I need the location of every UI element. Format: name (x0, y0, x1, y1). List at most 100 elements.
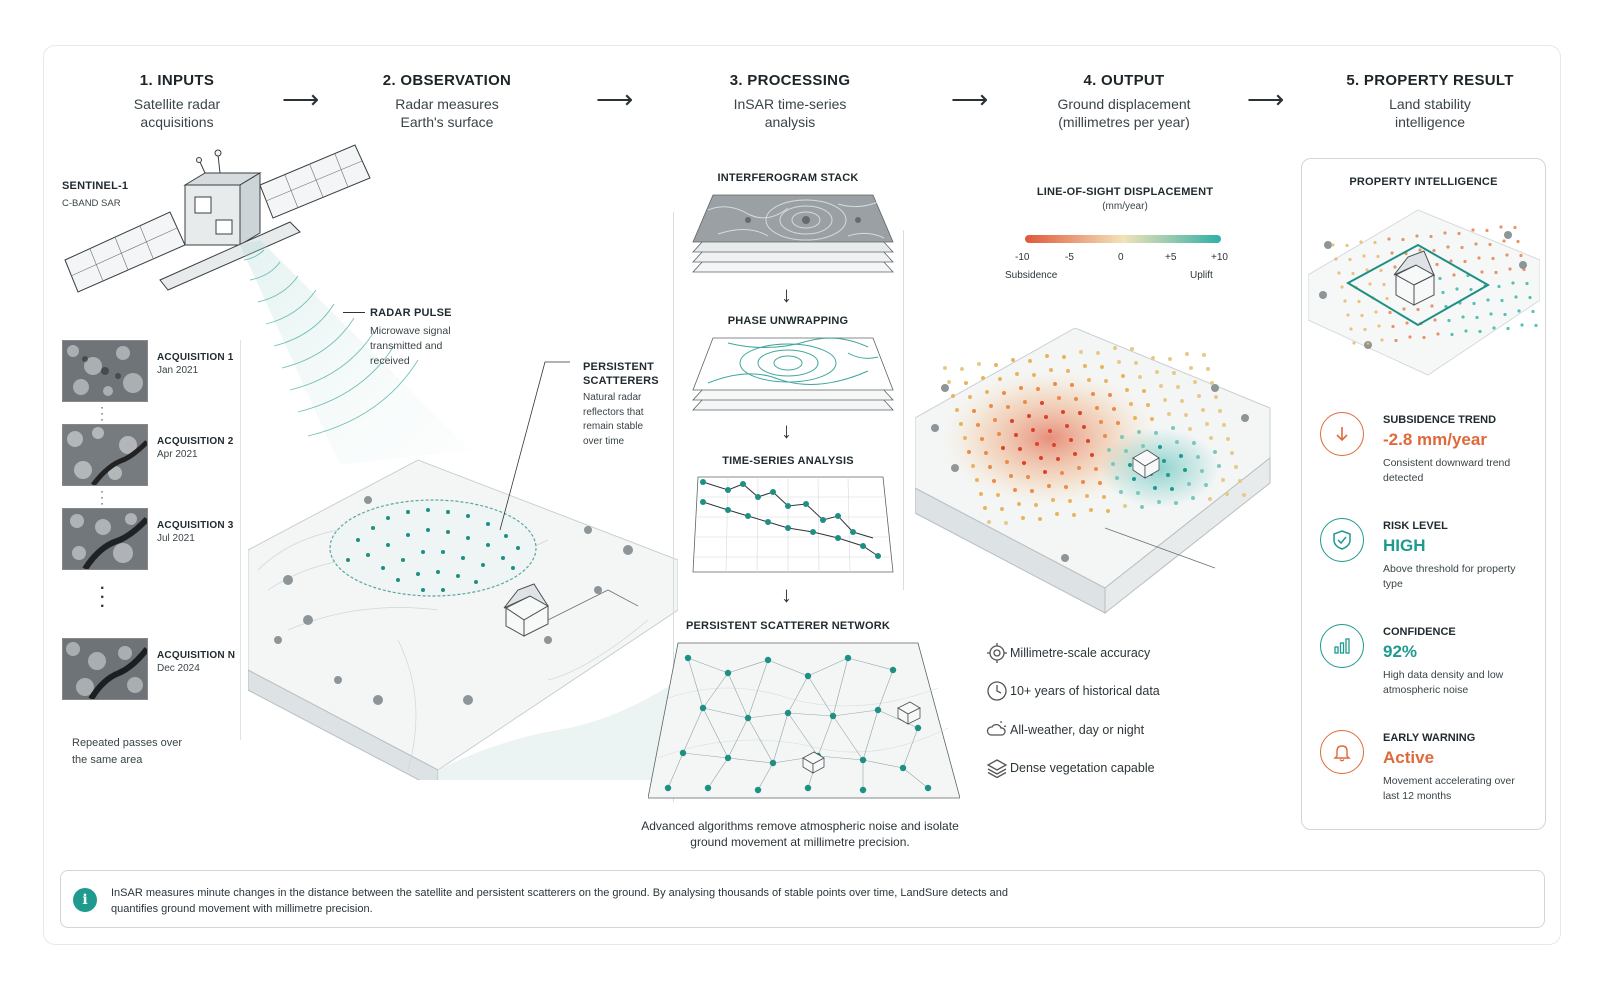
dots-connector: · · · (100, 580, 106, 615)
weather-icon (986, 721, 1007, 736)
displacement-point (1072, 513, 1076, 517)
displacement-point (1028, 359, 1032, 363)
displacement-point (1107, 448, 1111, 452)
radar-pulse-desc: Microwave signal transmitted and receive… (370, 325, 451, 367)
displacement-point (985, 390, 989, 394)
scale-tick: 0 (1118, 252, 1124, 263)
feature-item: Millimetre-scale accuracy (987, 643, 1150, 663)
metric-desc: High data density and low atmospheric no… (1383, 669, 1504, 696)
property-point (1486, 298, 1490, 302)
stage-title: INTERFEROGRAM STACK (717, 172, 859, 184)
displacement-point (1064, 485, 1068, 489)
displacement-point (1115, 476, 1119, 480)
displacement-point (975, 478, 979, 482)
displacement-point (1108, 393, 1112, 397)
step-title: 3. PROCESSING (729, 72, 851, 89)
step-subtitle: Satellite radar acquisitions (133, 96, 221, 130)
dots-connector: · · · (100, 400, 104, 426)
property-point (1502, 239, 1506, 243)
displacement-point (989, 404, 993, 408)
displacement-point (1068, 499, 1072, 503)
step-output: 4. OUTPUT Ground displacement (millimetr… (1004, 72, 1244, 131)
interferogram-stack (692, 194, 894, 273)
displacement-point (1099, 420, 1103, 424)
displacement-point (1217, 464, 1221, 468)
displacement-point (1200, 469, 1204, 473)
property-point (1402, 307, 1406, 311)
displacement-point (1036, 387, 1040, 391)
property-point (1505, 253, 1509, 257)
property-point (1472, 301, 1476, 306)
info-banner: i InSAR measures minute changes in the d… (60, 870, 1545, 928)
displacement-point (1150, 417, 1154, 421)
displacement-point (1206, 367, 1210, 371)
radar-beam (240, 240, 470, 465)
displacement-point (1151, 356, 1155, 360)
displacement-point (951, 394, 955, 398)
displacement-point (1090, 453, 1094, 457)
property-point (1376, 254, 1380, 259)
property-point (1516, 239, 1520, 244)
displacement-point (1049, 368, 1053, 372)
displacement-point (1060, 471, 1064, 475)
property-point (1489, 312, 1493, 316)
displacement-point (1002, 391, 1006, 395)
property-point (1438, 276, 1442, 281)
displacement-point (1137, 430, 1141, 434)
metric-desc: Above threshold for property type (1383, 563, 1516, 590)
displacement-point (996, 493, 1000, 497)
property-point (1520, 323, 1524, 327)
property-point (1480, 270, 1484, 274)
displacement-point (963, 436, 967, 440)
property-point (1499, 225, 1503, 229)
displacement-point (967, 450, 971, 454)
property-point (1491, 256, 1495, 261)
displacement-point (1142, 389, 1146, 393)
time-series-chart (692, 476, 894, 573)
property-point (1388, 310, 1392, 315)
property-point (1488, 242, 1492, 247)
feature-item: All-weather, day or night (986, 721, 1144, 737)
displacement-point (1225, 492, 1229, 496)
acquisition-date: Dec 2024 (157, 663, 200, 674)
displacement-point (1015, 372, 1019, 376)
property-point (1366, 341, 1370, 346)
scale-tick: +10 (1211, 252, 1228, 263)
shield-icon (1320, 518, 1364, 562)
displacement-point (1157, 500, 1161, 504)
displacement-point (1100, 365, 1104, 369)
property-point (1522, 267, 1526, 272)
property-point (1513, 225, 1517, 230)
step-title: 4. OUTPUT (1083, 72, 1165, 89)
displacement-point (947, 380, 951, 384)
sar-image-thumbnail (62, 508, 148, 570)
target-icon (987, 643, 1007, 663)
radar-pulse-leader (343, 312, 365, 313)
property-point (1460, 245, 1464, 250)
displacement-point (1079, 350, 1083, 354)
step-subtitle: Ground displacement (millimetres per yea… (1057, 96, 1191, 130)
displacement-point (1154, 431, 1158, 435)
property-point (1433, 318, 1437, 322)
displacement-point (1192, 441, 1196, 445)
metric-value: HIGH (1383, 536, 1426, 555)
displacement-point (1057, 396, 1061, 400)
displacement-point (1188, 427, 1192, 431)
displacement-point (1116, 421, 1120, 425)
displacement-point (1026, 475, 1030, 479)
displacement-point (1167, 412, 1171, 416)
displacement-point (1035, 442, 1039, 446)
displacement-point (1085, 494, 1089, 498)
property-point (1519, 253, 1523, 258)
displacement-point (1209, 436, 1213, 440)
uplift-label: Uplift (1190, 270, 1213, 281)
metric-title: CONFIDENCE (1383, 626, 1456, 638)
property-point (1408, 335, 1412, 339)
property-point (1450, 332, 1454, 337)
sar-image-thumbnail (62, 424, 148, 486)
displacement-point (1238, 479, 1242, 483)
property-point (1368, 282, 1372, 286)
scatterers-title: PERSISTENT SCATTERERS (583, 361, 659, 387)
property-point (1377, 324, 1381, 328)
metric-value: 92% (1383, 642, 1418, 661)
